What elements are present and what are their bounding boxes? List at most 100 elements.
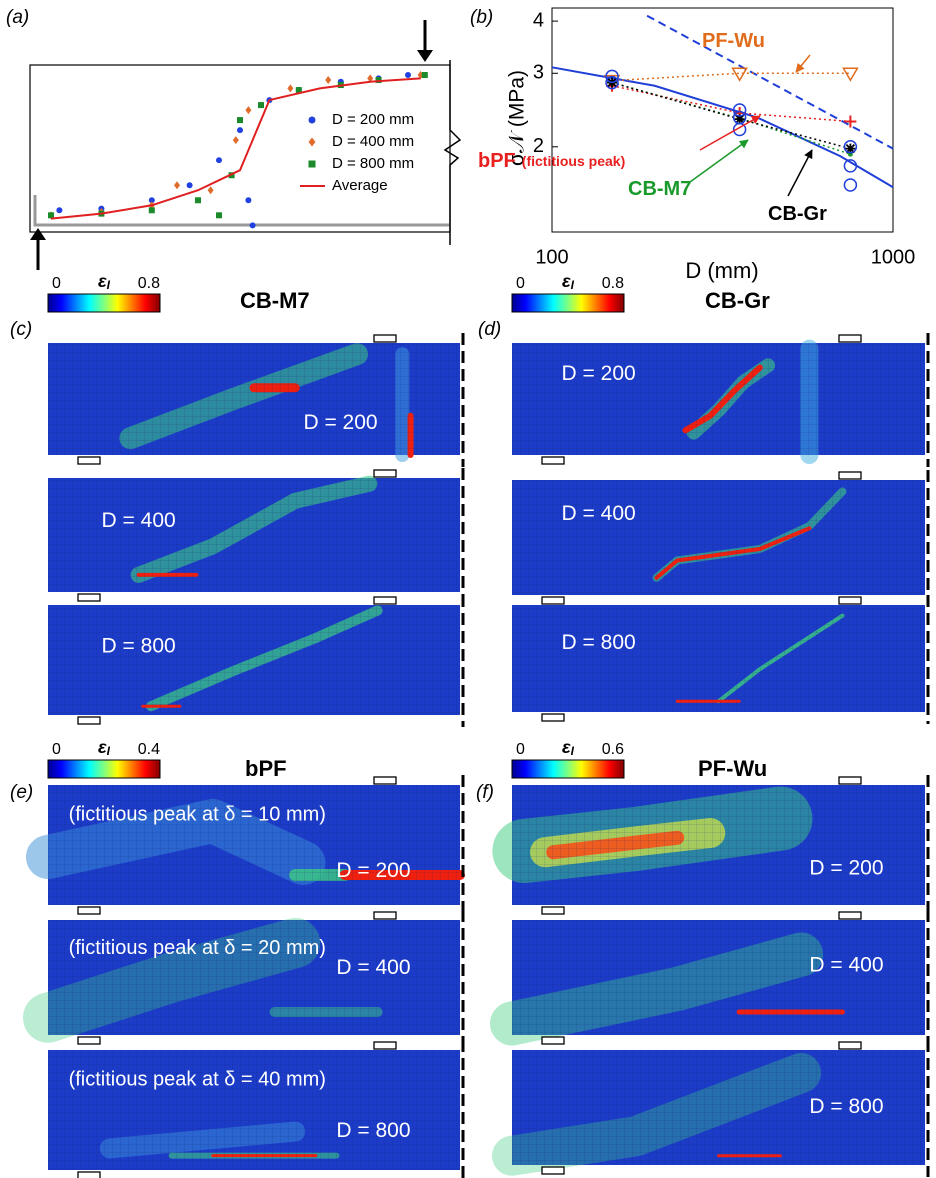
mesh	[48, 1050, 460, 1170]
data-point	[732, 122, 747, 137]
data-point	[195, 197, 201, 204]
mesh	[48, 785, 460, 905]
size-label: D = 400	[102, 509, 176, 532]
data-point	[186, 182, 193, 189]
top-support	[838, 334, 862, 343]
y-tick-label: 4	[533, 9, 544, 31]
size-label: D = 400	[562, 502, 636, 525]
colorbar-max: 0.8	[602, 275, 624, 292]
annotation-arrow	[699, 115, 761, 151]
bottom-support	[77, 1036, 101, 1045]
data-point	[216, 212, 222, 219]
series-line	[551, 66, 894, 189]
bottom-support	[541, 1166, 565, 1175]
data-point	[325, 76, 332, 85]
series-name: bPF	[478, 150, 516, 172]
top-support	[838, 471, 862, 480]
size-label: D = 200	[562, 362, 636, 385]
bottom-support	[541, 713, 565, 722]
series-line	[611, 81, 851, 150]
mesh	[512, 605, 925, 712]
symmetry-break	[443, 60, 462, 245]
strain-field	[26, 785, 465, 905]
bottom-support	[77, 593, 101, 602]
legend-swatch	[308, 116, 316, 124]
data-point	[207, 186, 214, 195]
top-support	[838, 911, 862, 920]
colorbar-min: 0	[52, 741, 61, 758]
size-label: D = 800	[336, 1119, 410, 1142]
legend-label: D = 800 mm	[332, 155, 414, 172]
data-point	[258, 102, 264, 109]
bottom-support	[541, 596, 565, 605]
subplot-note: (fictitious peak at δ = 10 mm)	[69, 803, 326, 825]
panel-label: (c)	[10, 319, 32, 340]
series-annotation: CB-Gr	[768, 203, 827, 225]
strain-field	[512, 480, 925, 595]
bottom-support	[541, 456, 565, 465]
data-point	[148, 197, 155, 204]
symbol-subscript: I	[571, 278, 575, 292]
strain-field	[492, 785, 925, 905]
data-point	[843, 159, 858, 173]
data-point	[216, 157, 222, 164]
data-point	[367, 74, 374, 83]
colorbar-max: 0.6	[602, 741, 624, 758]
colorbar-max: 0.4	[138, 741, 160, 758]
data-point	[843, 178, 858, 192]
symbol-subscript: I	[107, 278, 111, 292]
subplot-note: (fictitious peak at δ = 40 mm)	[69, 1068, 326, 1090]
mesh	[512, 785, 925, 905]
panel-label: (e)	[10, 782, 33, 803]
strain-field	[48, 475, 460, 592]
data-point	[249, 222, 256, 229]
strain-field	[48, 343, 460, 462]
data-point	[48, 212, 54, 219]
data-point	[232, 136, 239, 145]
support-line	[33, 195, 450, 227]
bottom-support	[77, 716, 101, 725]
panel-label: (f)	[476, 782, 494, 803]
average-line	[50, 77, 421, 220]
data-point	[845, 143, 856, 154]
data-point	[237, 127, 243, 134]
panel-title: CB-M7	[240, 288, 310, 313]
data-point	[843, 140, 858, 154]
panel-title: bPF	[245, 756, 287, 781]
top-support	[373, 596, 397, 605]
strain-field	[492, 1050, 925, 1176]
symbol: ε	[98, 737, 107, 757]
size-label: D = 400	[809, 954, 883, 977]
data-point	[245, 197, 252, 204]
series-line	[611, 81, 851, 155]
top-support	[838, 596, 862, 605]
bottom-support	[541, 1036, 565, 1045]
colorbar-min: 0	[516, 275, 525, 292]
load-arrow-head	[417, 50, 433, 62]
size-label: D = 800	[102, 634, 176, 657]
bottom-support	[541, 906, 565, 915]
size-label: D = 200	[336, 859, 410, 882]
size-label: D = 200	[809, 857, 883, 880]
colorbar-min: 0	[52, 275, 61, 292]
top-support	[838, 776, 862, 785]
strain-field	[48, 1050, 460, 1170]
panel-title: CB-Gr	[705, 288, 770, 313]
legend-swatch	[308, 160, 316, 168]
top-support	[373, 334, 397, 343]
specimen-frame	[29, 64, 451, 233]
symbol: ε	[562, 737, 571, 757]
symbol-subscript: I	[107, 744, 111, 758]
series-line	[646, 14, 894, 150]
colorbar-symbol: εI	[562, 271, 575, 292]
top-support	[838, 1041, 862, 1050]
x-axis-label: D (mm)	[685, 258, 758, 283]
series-annotation: CB-M7	[628, 178, 691, 200]
colorbar-symbol: εI	[98, 737, 111, 758]
data-point	[287, 84, 294, 93]
data-point	[237, 117, 243, 124]
mesh	[48, 478, 460, 592]
colorbar-max: 0.8	[138, 275, 160, 292]
